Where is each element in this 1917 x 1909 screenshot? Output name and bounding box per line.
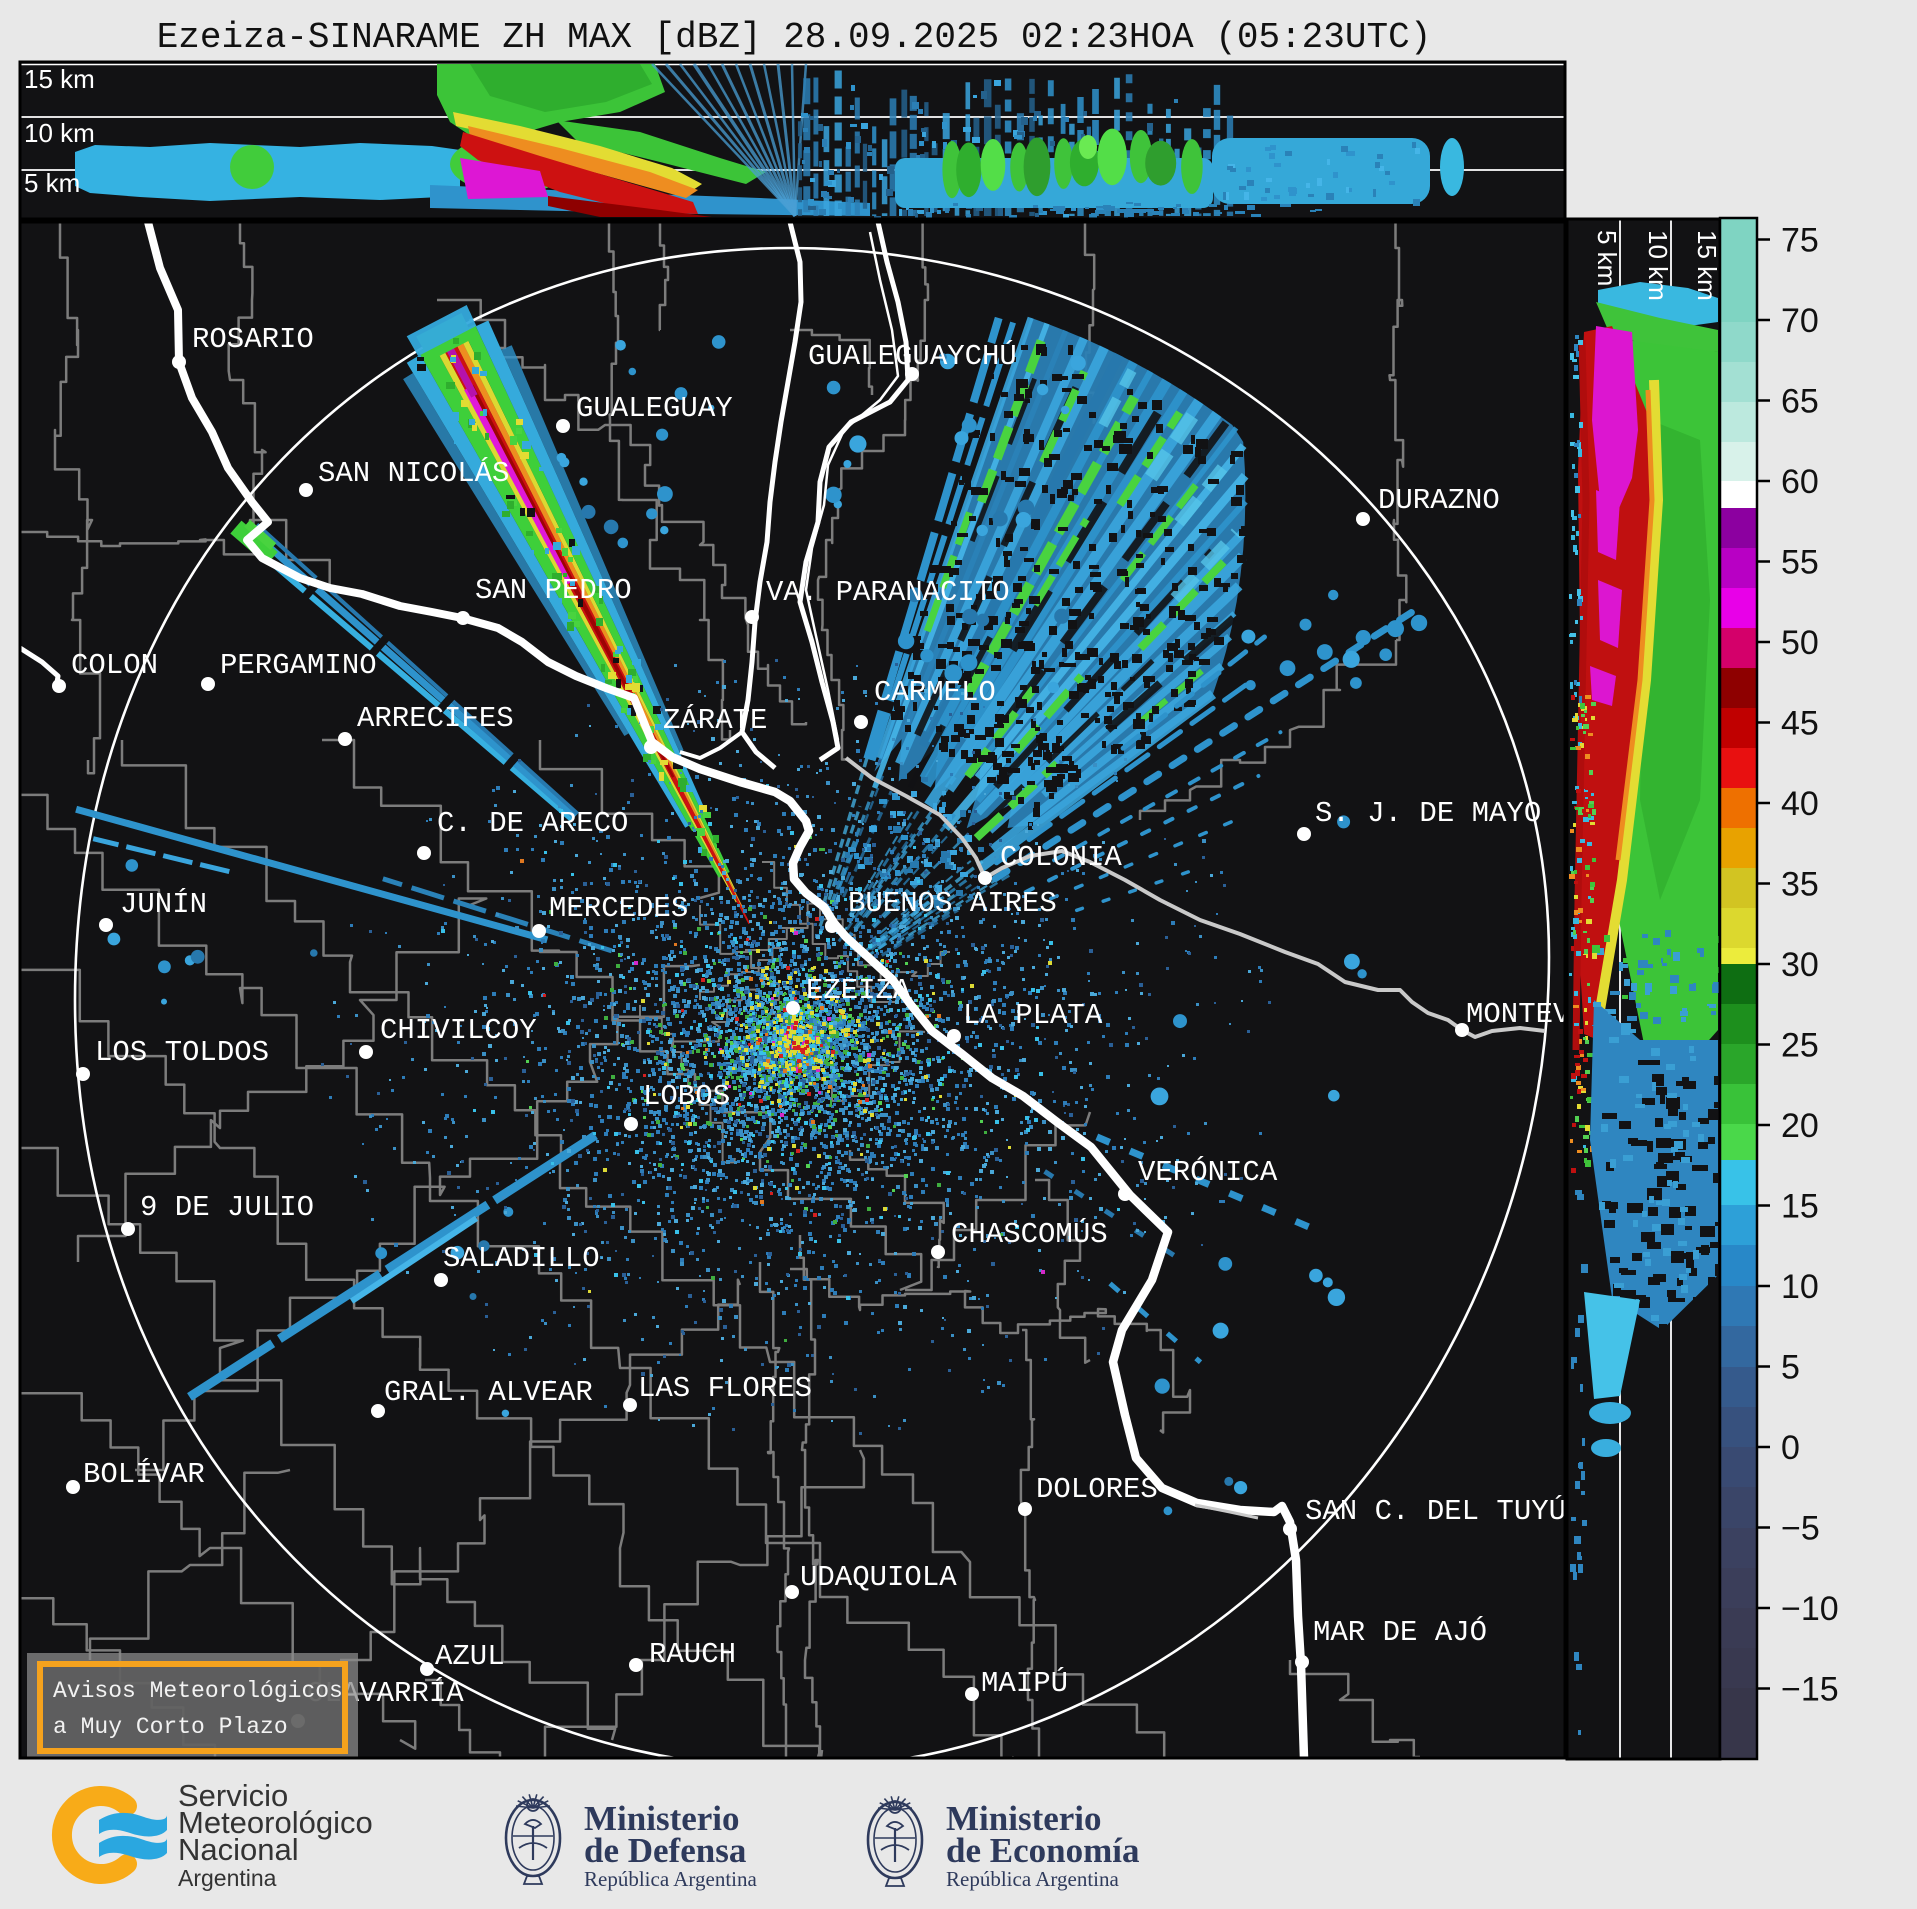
svg-text:70: 70 [1781, 302, 1819, 340]
svg-text:−10: −10 [1781, 1590, 1839, 1628]
svg-text:0: 0 [1781, 1429, 1800, 1467]
svg-text:Ministerio: Ministerio [584, 1799, 740, 1838]
svg-text:Argentina: Argentina [178, 1865, 277, 1891]
svg-text:LOS TOLDOS: LOS TOLDOS [95, 1036, 269, 1069]
svg-text:10: 10 [1781, 1268, 1819, 1306]
svg-text:SALADILLO: SALADILLO [443, 1242, 600, 1275]
svg-text:C. DE ARECO: C. DE ARECO [437, 807, 628, 840]
svg-text:ZÁRATE: ZÁRATE [663, 703, 767, 737]
svg-text:GUALEGUAY: GUALEGUAY [576, 392, 733, 425]
svg-text:República Argentina: República Argentina [584, 1867, 757, 1891]
svg-text:60: 60 [1781, 463, 1819, 501]
svg-text:5 km: 5 km [24, 168, 80, 198]
svg-text:JUNÍN: JUNÍN [120, 887, 207, 921]
svg-text:75: 75 [1781, 222, 1819, 260]
svg-text:−5: −5 [1781, 1510, 1820, 1548]
svg-text:ROSARIO: ROSARIO [192, 323, 314, 356]
svg-text:MERCEDES: MERCEDES [549, 892, 688, 925]
svg-text:50: 50 [1781, 624, 1819, 662]
svg-text:LAS FLORES: LAS FLORES [638, 1372, 812, 1405]
svg-text:35: 35 [1781, 866, 1819, 904]
svg-text:55: 55 [1781, 544, 1819, 582]
svg-text:MAIPÚ: MAIPÚ [981, 1666, 1068, 1700]
svg-text:Servicio: Servicio [178, 1778, 288, 1813]
svg-text:Meteorológico: Meteorológico [178, 1805, 373, 1840]
svg-text:MONTEV: MONTEV [1466, 998, 1571, 1031]
svg-text:9 DE JULIO: 9 DE JULIO [140, 1191, 314, 1224]
svg-text:AZUL: AZUL [435, 1640, 505, 1673]
svg-text:CHASCOMÚS: CHASCOMÚS [951, 1217, 1108, 1251]
svg-text:15 km: 15 km [24, 64, 95, 94]
svg-text:EZEIZA: EZEIZA [806, 974, 911, 1007]
svg-text:CARMELO: CARMELO [874, 676, 996, 709]
svg-text:15 km: 15 km [1692, 230, 1722, 301]
svg-text:30: 30 [1781, 946, 1819, 984]
svg-text:10 km: 10 km [24, 118, 95, 148]
svg-text:−15: −15 [1781, 1671, 1839, 1709]
svg-text:DURAZNO: DURAZNO [1378, 484, 1500, 517]
svg-text:Ezeiza-SINARAME ZH MAX [dBZ] 2: Ezeiza-SINARAME ZH MAX [dBZ] 28.09.2025 … [157, 17, 1432, 58]
svg-text:5 km: 5 km [1592, 230, 1622, 286]
svg-text:COLONIA: COLONIA [1000, 841, 1122, 874]
svg-text:de Economía: de Economía [946, 1831, 1139, 1870]
svg-text:LOBOS: LOBOS [643, 1080, 730, 1113]
svg-text:BOLÍVAR: BOLÍVAR [83, 1457, 205, 1491]
svg-text:PERGAMINO: PERGAMINO [220, 649, 377, 682]
svg-text:40: 40 [1781, 785, 1819, 823]
svg-text:15: 15 [1781, 1188, 1819, 1226]
svg-text:ARRECIFES: ARRECIFES [357, 702, 514, 735]
svg-text:GUALEGUAYCHÚ: GUALEGUAYCHÚ [808, 339, 1017, 373]
svg-text:LA PLATA: LA PLATA [963, 999, 1103, 1032]
svg-text:GRAL. ALVEAR: GRAL. ALVEAR [384, 1376, 593, 1409]
svg-text:MAR DE AJÓ: MAR DE AJÓ [1313, 1615, 1487, 1649]
svg-text:S. J. DE MAYO: S. J. DE MAYO [1315, 797, 1541, 830]
svg-text:45: 45 [1781, 705, 1819, 743]
svg-text:UDAQUIOLA: UDAQUIOLA [800, 1561, 957, 1594]
svg-text:20: 20 [1781, 1107, 1819, 1145]
svg-text:Nacional: Nacional [178, 1832, 299, 1867]
svg-text:SAN NICOLÁS: SAN NICOLÁS [318, 456, 509, 490]
svg-text:65: 65 [1781, 383, 1819, 421]
svg-text:Avisos Meteorológicos: Avisos Meteorológicos [53, 1678, 343, 1704]
svg-text:a Muy Corto Plazo: a Muy Corto Plazo [53, 1714, 288, 1740]
svg-text:25: 25 [1781, 1027, 1819, 1065]
svg-text:BUENOS AIRES: BUENOS AIRES [848, 887, 1057, 920]
svg-text:SAN C. DEL TUYÚ: SAN C. DEL TUYÚ [1305, 1494, 1566, 1528]
svg-text:COLON: COLON [71, 649, 158, 682]
svg-text:de Defensa: de Defensa [584, 1831, 746, 1870]
svg-text:VA. PARANACITO: VA. PARANACITO [766, 576, 1010, 609]
svg-text:DOLORES: DOLORES [1036, 1473, 1158, 1506]
svg-text:CHIVILCOY: CHIVILCOY [380, 1014, 537, 1047]
svg-text:5: 5 [1781, 1349, 1800, 1387]
svg-text:SAN PEDRO: SAN PEDRO [475, 574, 632, 607]
svg-text:10 km: 10 km [1643, 230, 1673, 301]
svg-text:RAUCH: RAUCH [649, 1638, 736, 1671]
svg-text:Ministerio: Ministerio [946, 1799, 1102, 1838]
svg-text:República Argentina: República Argentina [946, 1867, 1119, 1891]
svg-text:VERÓNICA: VERÓNICA [1138, 1155, 1278, 1189]
